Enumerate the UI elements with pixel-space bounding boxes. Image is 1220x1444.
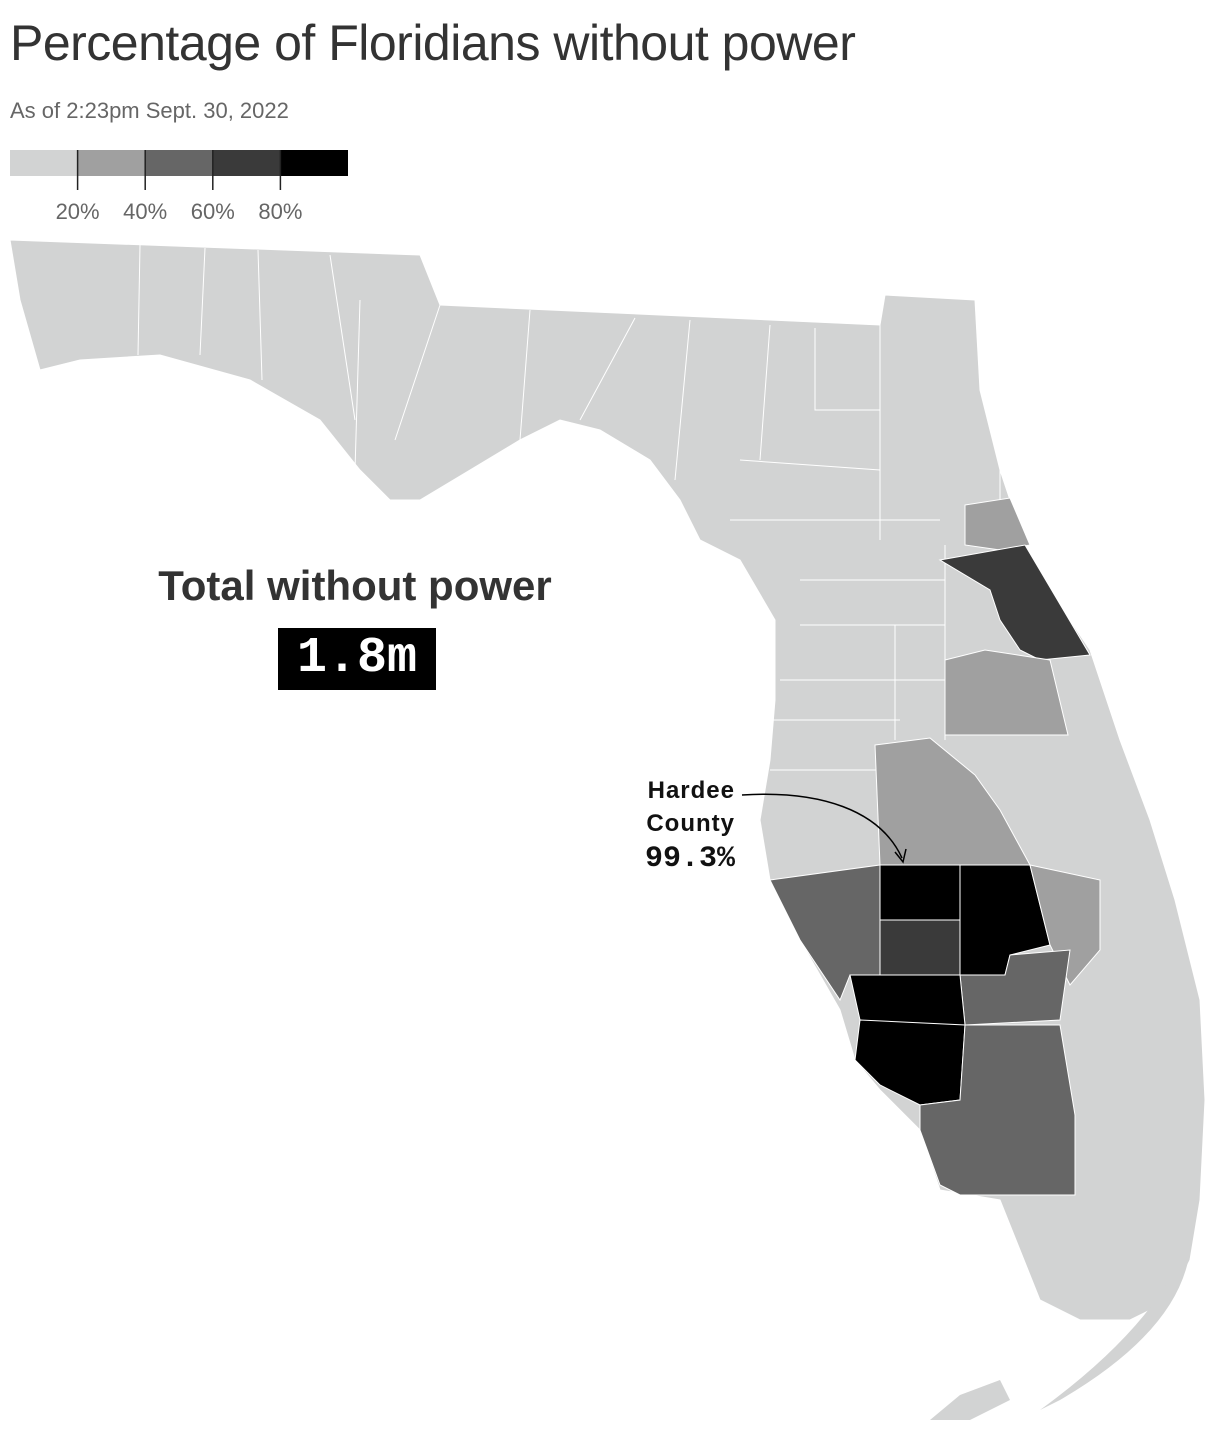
island [930,1380,1010,1420]
county [879,864,961,921]
county [938,544,1091,661]
legend-tick-label: 80% [258,199,302,224]
title: Percentage of Floridians without power [10,15,856,71]
annotation-value: 99.3% [644,842,735,876]
legend-swatch [77,150,146,176]
legend-swatch [212,150,281,176]
county-lines [137,244,1001,771]
legend-tick-label: 20% [56,199,100,224]
annotation-label: Hardee County [646,777,735,837]
subtitle: As of 2:23pm Sept. 30, 2022 [10,98,289,123]
county [1029,864,1101,986]
legend-tick-label: 40% [123,199,167,224]
county [854,1019,966,1106]
legend-swatch [145,150,213,176]
county [944,649,1069,736]
arrow-head [894,848,907,864]
legend-tick-label: 60% [191,199,235,224]
legend-swatch [10,150,78,176]
legend-swatch [280,150,348,176]
county [964,497,1031,551]
total-label: Total without power [158,562,552,609]
annotation-arrow [741,793,903,859]
county [849,974,966,1026]
legend: 20% 40% 60% 80% [10,150,348,224]
total-value: 1.8m [278,628,436,690]
county [879,919,961,976]
county [919,1024,1076,1196]
